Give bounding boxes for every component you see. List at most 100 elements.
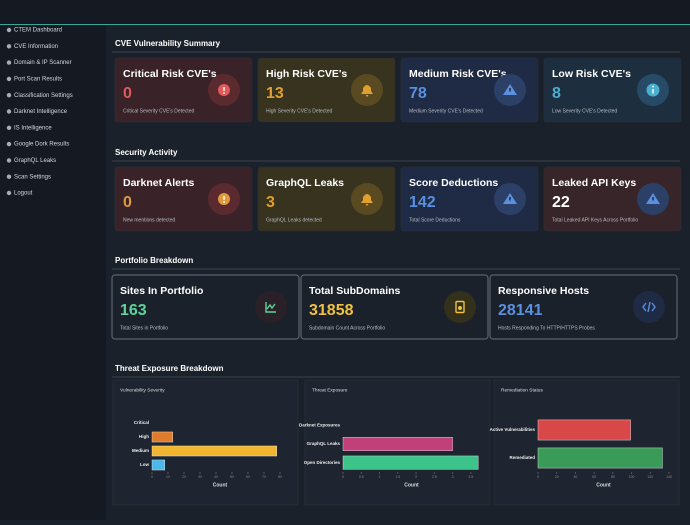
bar [537,447,663,469]
card-bg [400,166,539,232]
sidebar-icon [6,190,12,196]
sidebar-label: IS Intelligence [14,125,52,131]
card-bg [257,57,396,123]
card: GraphQL Leaks 3 GraphQL Leaks detected [257,166,396,232]
card: Low Risk CVE's 8 Low Severity CVE's Detect… [543,57,682,123]
card-value: 28141 [498,302,543,319]
card-title: Low Risk CVE's [552,68,631,80]
card-bg [257,166,396,232]
sidebar-label: Google Dork Results [14,142,69,148]
section-title: CVE Vulnerability Summary [115,39,221,48]
x-axis-label: Count [404,482,419,488]
card-value: 0 [123,85,132,102]
x-tick-label: 70 [262,475,266,479]
card-bg [400,57,539,123]
card-value: 8 [552,85,561,102]
card-subtitle: Total Leaked API Keys Across Portfolio [552,217,638,223]
card-title: GraphQL Leaks [266,177,344,189]
card-title: Darknet Alerts [123,177,195,189]
y-tick-label: Open Directories [304,460,341,465]
x-tick-label: 40 [573,475,577,479]
card-value: 142 [409,194,436,211]
sidebar-item[interactable]: CVE Information [6,44,58,50]
x-tick-label: 2 [415,475,417,479]
chart-bg [112,379,299,506]
x-tick-label: 80 [278,475,282,479]
x-tick-label: 20 [182,475,186,479]
icon-shape [642,301,656,313]
card-title: Score Deductions [409,177,498,189]
section-title: Portfolio Breakdown [115,256,193,265]
sidebar-icon [6,158,12,163]
card-title: Medium Risk CVE's [409,68,507,80]
card-subtitle: High Severity CVE's Detected [266,108,332,114]
card-value: 31858 [309,302,354,319]
card: Total SubDomains 31858 Subdomain Count Acr… [300,274,489,340]
sidebar-label: GraphQL Leaks [14,158,56,164]
x-tick-label: 0 [342,475,344,479]
sidebar-label: Darknet Intelligence [14,109,68,115]
top-bar [0,0,690,24]
x-axis-label: Count [596,482,611,488]
sidebar-label: Classification Settings [14,93,73,99]
section-title: Threat Exposure Breakdown [115,364,224,373]
sidebar-item[interactable]: Port Scan Results [6,76,62,82]
sidebar-icon [6,93,12,98]
sidebar-label: CTEM Dashboard [14,28,62,34]
card-title: High Risk CVE's [266,68,347,80]
x-tick-label: 0.5 [359,475,364,479]
x-tick-label: 40 [214,475,218,479]
x-tick-label: 140 [666,475,672,479]
sidebar-label: Scan Settings [14,174,51,180]
sidebar-icon [6,76,12,82]
card-bg [114,57,253,123]
card-subtitle: Low Severity CVE's Detected [552,108,617,114]
icon-shape [455,300,465,314]
card-subtitle: Critical Severity CVE's Detected [123,108,194,114]
y-tick-label: Medium [132,448,149,453]
sidebar-item[interactable]: Classification Settings [6,93,73,99]
card-value: 0 [123,194,132,211]
sidebar-item[interactable]: GraphQL Leaks [6,158,56,164]
bar [151,459,166,471]
card-subtitle: Hosts Responding To HTTP/HTTPS Probes [498,325,595,331]
sidebar-label: Port Scan Results [14,76,62,82]
y-tick-label: Remediated [509,455,535,460]
sidebar-item[interactable]: CTEM Dashboard [6,27,62,34]
card-title: Responsive Hosts [498,285,589,297]
card-bg [543,57,682,123]
sidebar-icon [6,27,12,33]
card: Score Deductions 142 Total Score Deduction… [400,166,539,232]
sidebar-item[interactable]: Darknet Intelligence [6,109,68,115]
x-tick-label: 50 [230,475,234,479]
card-subtitle: GraphQL Leaks detected [266,217,322,223]
sidebar-item[interactable]: Scan Settings [6,174,51,180]
sidebar-item[interactable]: Logout [6,190,33,197]
card: Critical Risk CVE's 0 Critical Severity CV… [114,57,253,123]
sidebar-item[interactable]: Google Dork Results [6,142,70,148]
icon-shape [361,85,373,97]
chart-title: Threat Exposure [312,387,348,393]
card-value: 22 [552,194,570,211]
sidebar-item[interactable]: IS Intelligence [6,125,53,131]
card-bg [489,274,678,340]
y-tick-label: High [139,434,149,439]
card-subtitle: Total Sites in Portfolio [120,325,168,331]
x-axis-label: Count [213,482,228,488]
y-tick-label: GraphQL Leaks [307,441,341,446]
bar [151,431,173,443]
bar [342,455,479,470]
bar [342,437,453,451]
card-title: Leaked API Keys [552,177,636,189]
x-tick-label: 1.5 [395,475,400,479]
chart-panel: Vulnerability Severity 0 10 20 30 40 50 60 70 80 C… [112,379,299,506]
icon-shape [223,201,225,203]
sidebar-item[interactable]: Domain & IP Scanner [6,60,72,66]
x-tick-label: 100 [629,475,635,479]
sidebar-icon [6,60,12,65]
chart-panel: Threat Exposure 0 0.5 1 1.5 2 2.5 3 3.5 Count Dark… [299,379,491,506]
x-tick-label: 60 [246,475,250,479]
x-tick-label: 80 [611,475,615,479]
